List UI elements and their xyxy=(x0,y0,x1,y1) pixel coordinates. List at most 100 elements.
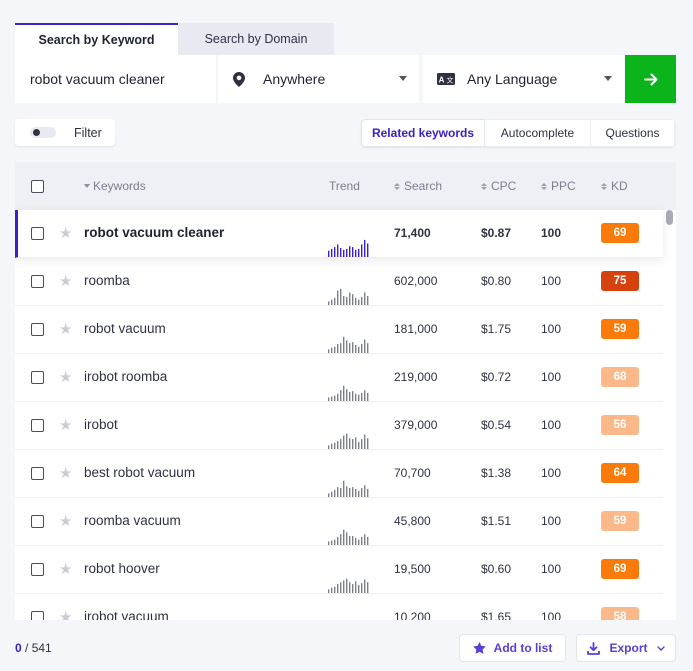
trend-bar xyxy=(349,582,351,593)
star-icon[interactable]: ★ xyxy=(59,465,73,482)
star-icon[interactable]: ★ xyxy=(59,369,73,386)
tab-autocomplete[interactable]: Autocomplete xyxy=(485,119,591,147)
sort-desc-icon xyxy=(84,184,90,188)
trend-bar xyxy=(367,296,369,305)
keyword-cell[interactable]: robot vacuum xyxy=(84,321,166,336)
trend-bar xyxy=(352,247,354,257)
trend-bar xyxy=(340,390,342,401)
keyword-cell[interactable]: robot vacuum cleaner xyxy=(84,225,225,240)
filter-switch[interactable] xyxy=(30,127,56,138)
table-row[interactable]: ★ robot hoover 19,500 $0.60 100 69 xyxy=(15,546,663,594)
kd-badge: 69 xyxy=(601,559,639,579)
kd-badge: 69 xyxy=(601,223,639,243)
search-volume-cell: 19,500 xyxy=(394,562,431,576)
table-row[interactable]: ★ irobot 379,000 $0.54 100 56 xyxy=(15,402,663,450)
search-mode-tabs: Search by Keyword Search by Domain xyxy=(15,23,334,55)
row-checkbox[interactable] xyxy=(31,227,44,240)
keyword-cell[interactable]: robot hoover xyxy=(84,561,160,576)
star-icon[interactable]: ★ xyxy=(59,609,73,620)
trend-bar xyxy=(349,292,351,305)
trend-bar xyxy=(367,438,369,449)
tab-search-by-keyword[interactable]: Search by Keyword xyxy=(15,23,178,55)
search-submit-button[interactable] xyxy=(625,55,676,103)
column-search[interactable]: Search xyxy=(394,179,442,193)
trend-bar xyxy=(355,297,357,305)
row-checkbox[interactable] xyxy=(31,467,44,480)
search-bar: robot vacuum cleaner Anywhere A 文 Any La… xyxy=(15,55,676,103)
row-checkbox[interactable] xyxy=(31,275,44,288)
filter-toggle-button[interactable]: Filter xyxy=(15,119,115,146)
trend-bar xyxy=(331,347,333,353)
trend-bar xyxy=(364,339,366,353)
row-checkbox[interactable] xyxy=(31,515,44,528)
star-icon[interactable]: ★ xyxy=(59,417,73,434)
row-checkbox[interactable] xyxy=(31,611,44,620)
add-to-list-button[interactable]: Add to list xyxy=(459,634,566,662)
trend-bar xyxy=(340,288,342,305)
trend-bar xyxy=(331,443,333,449)
column-cpc[interactable]: CPC xyxy=(481,179,516,193)
keyword-cell[interactable]: irobot roomba xyxy=(84,369,168,384)
keyword-cell[interactable]: best robot vacuum xyxy=(84,465,196,480)
trend-bar xyxy=(364,292,366,305)
location-select[interactable]: Anywhere xyxy=(218,55,419,103)
table-row[interactable]: ★ roomba vacuum 45,800 $1.51 100 59 xyxy=(15,498,663,546)
trend-bar xyxy=(328,250,330,257)
table-row[interactable]: ★ best robot vacuum 70,700 $1.38 100 64 xyxy=(15,450,663,498)
trend-bar xyxy=(340,488,342,497)
trend-bar xyxy=(358,490,360,497)
chevron-down-icon xyxy=(604,76,612,81)
table-row[interactable]: ★ irobot roomba 219,000 $0.72 100 68 xyxy=(15,354,663,402)
keywords-table: Keywords Trend Search CPC PPC KD ★ robot … xyxy=(15,162,676,620)
trend-bar xyxy=(343,529,345,545)
row-checkbox[interactable] xyxy=(31,323,44,336)
column-kd[interactable]: KD xyxy=(601,179,628,193)
search-volume-cell: 45,800 xyxy=(394,514,431,528)
star-icon[interactable]: ★ xyxy=(59,321,73,338)
table-scrollbar[interactable] xyxy=(666,210,674,620)
tab-related-keywords[interactable]: Related keywords xyxy=(361,119,485,147)
trend-bar xyxy=(361,344,363,353)
keyword-cell[interactable]: roomba vacuum xyxy=(84,513,181,528)
trend-sparkline xyxy=(328,433,369,449)
table-row[interactable]: ★ robot vacuum 181,000 $1.75 100 59 xyxy=(15,306,663,354)
trend-bar xyxy=(331,248,333,257)
row-checkbox[interactable] xyxy=(31,371,44,384)
scrollbar-thumb[interactable] xyxy=(666,210,673,225)
table-header: Keywords Trend Search CPC PPC KD xyxy=(15,162,676,210)
export-button[interactable]: Export xyxy=(576,634,676,662)
keyword-input[interactable]: robot vacuum cleaner xyxy=(15,55,216,103)
download-icon xyxy=(587,641,601,655)
keyword-cell[interactable]: roomba xyxy=(84,273,130,288)
trend-bar xyxy=(337,440,339,449)
tab-questions[interactable]: Questions xyxy=(591,119,675,147)
star-icon[interactable]: ★ xyxy=(59,513,73,530)
trend-bar xyxy=(346,296,348,305)
star-icon[interactable]: ★ xyxy=(59,273,73,290)
ppc-cell: 100 xyxy=(541,370,562,384)
select-all-checkbox[interactable] xyxy=(31,180,44,193)
table-row[interactable]: ★ irobot vacuum 10,200 $1.65 100 58 xyxy=(15,594,663,620)
language-select[interactable]: A 文 Any Language xyxy=(423,55,624,103)
trend-bar xyxy=(331,491,333,497)
tab-search-by-domain[interactable]: Search by Domain xyxy=(178,23,334,55)
table-row[interactable]: ★ roomba 602,000 $0.80 100 75 xyxy=(15,258,663,306)
trend-bar xyxy=(361,583,363,593)
trend-bar xyxy=(346,389,348,401)
keyword-cell[interactable]: irobot xyxy=(84,417,118,432)
sort-icon xyxy=(601,182,607,190)
table-row[interactable]: ★ robot vacuum cleaner 71,400 $0.87 100 69 xyxy=(15,210,663,258)
keyword-cell[interactable]: irobot vacuum xyxy=(84,609,169,620)
row-checkbox[interactable] xyxy=(31,563,44,576)
trend-bar xyxy=(334,489,336,497)
column-keywords[interactable]: Keywords xyxy=(84,179,146,193)
row-checkbox[interactable] xyxy=(31,419,44,432)
kd-badge: 59 xyxy=(601,511,639,531)
trend-sparkline xyxy=(328,385,369,401)
trend-sparkline xyxy=(328,480,369,497)
column-ppc[interactable]: PPC xyxy=(541,179,576,193)
filter-label: Filter xyxy=(74,125,102,140)
trend-bar xyxy=(340,582,342,593)
star-icon[interactable]: ★ xyxy=(59,561,73,578)
star-icon[interactable]: ★ xyxy=(59,225,73,242)
